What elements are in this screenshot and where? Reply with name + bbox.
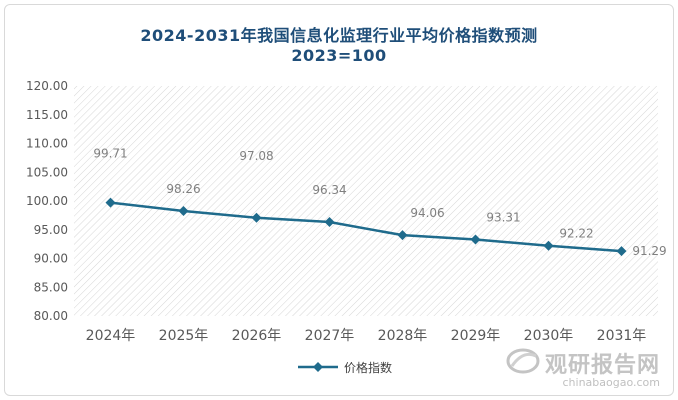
chart-title: 2024-2031年我国信息化监理行业平均价格指数预测 [140, 26, 538, 45]
data-point [397, 230, 408, 241]
x-tick-label: 2031年 [597, 328, 647, 344]
x-tick-label: 2025年 [159, 328, 209, 344]
data-label: 96.34 [312, 183, 346, 197]
data-point [105, 197, 116, 208]
chart-subtitle: 2023=100 [291, 46, 387, 65]
y-tick-label: 80.00 [34, 309, 68, 323]
x-tick-label: 2026年 [232, 328, 282, 344]
x-tick-label: 2024年 [86, 328, 136, 344]
data-labels: 99.71 98.26 97.08 96.34 94.06 93.31 92.22 91.29 [93, 147, 666, 258]
data-label: 98.26 [166, 182, 200, 196]
y-tick-label: 100.00 [26, 194, 68, 208]
data-label: 99.71 [93, 147, 127, 161]
x-tick-label: 2030年 [524, 328, 574, 344]
y-tick-label: 85.00 [34, 280, 68, 294]
x-axis: 2024年 2025年 2026年 2027年 2028年 2029年 2030年 2031年 [86, 328, 647, 344]
series-markers [105, 197, 627, 257]
data-point [178, 206, 189, 217]
legend-label: 价格指数 [344, 360, 392, 375]
y-tick-label: 95.00 [34, 223, 68, 237]
data-point [251, 212, 262, 223]
data-point [543, 240, 554, 251]
legend: 价格指数 [298, 360, 392, 375]
data-point [470, 234, 481, 245]
x-tick-label: 2028年 [378, 328, 428, 344]
watermark-logo-icon [506, 346, 540, 380]
plot-area [74, 86, 658, 316]
data-label: 91.29 [632, 244, 666, 258]
data-point [616, 246, 627, 257]
y-tick-label: 105.00 [26, 165, 68, 179]
series-line [110, 201, 622, 253]
legend-marker-icon [313, 362, 323, 372]
watermark-brand: 观研报告网 [544, 353, 660, 378]
y-tick-label: 115.00 [26, 108, 68, 122]
data-label: 97.08 [239, 149, 273, 163]
data-label: 94.06 [410, 206, 444, 220]
data-label: 92.22 [559, 227, 593, 241]
y-tick-label: 110.00 [26, 137, 68, 151]
x-tick-label: 2029年 [451, 328, 501, 344]
y-axis: 80.00 85.00 90.00 95.00 100.00 105.00 110.00 11… [26, 79, 68, 323]
data-point [324, 217, 335, 228]
y-tick-label: 120.00 [26, 79, 68, 93]
data-label: 93.31 [486, 210, 520, 224]
watermark-url: chinabaogao.com [562, 376, 661, 389]
y-tick-label: 90.00 [34, 252, 68, 266]
x-tick-label: 2027年 [305, 328, 355, 344]
watermark: 观研报告网 chinabaogao.com [506, 346, 660, 389]
